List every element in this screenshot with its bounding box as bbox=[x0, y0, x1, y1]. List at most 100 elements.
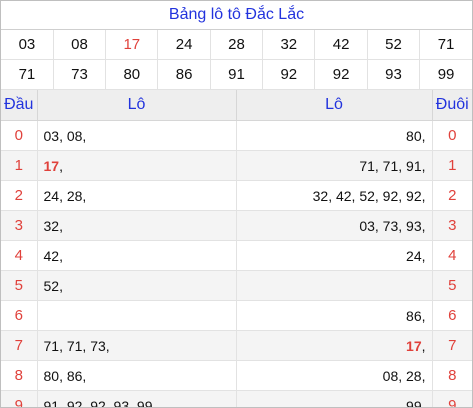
lo-right-values: 80, bbox=[406, 127, 426, 144]
duoi-digit: 1 bbox=[448, 157, 457, 174]
drawn-numbers-grid: 03 08 17 24 28 32 42 52 71 71 73 80 86 9… bbox=[1, 30, 472, 90]
lo-right-values: 08, 28, bbox=[382, 367, 426, 384]
number-cell: 86 bbox=[157, 59, 211, 90]
row-lo-left: 17, bbox=[37, 150, 237, 181]
row-lo-left: 71, 71, 73, bbox=[37, 330, 237, 361]
row-lo-left: 42, bbox=[37, 240, 237, 271]
dau-digit: 1 bbox=[14, 157, 23, 174]
dau-digit: 2 bbox=[14, 187, 23, 204]
row-lo-left: 03, 08, bbox=[37, 120, 237, 151]
number-cell: 32 bbox=[262, 30, 316, 60]
lo-left-values: , bbox=[59, 157, 63, 174]
header-duoi: Đuôi bbox=[432, 90, 472, 121]
number-cell: 42 bbox=[314, 30, 368, 60]
dau-digit: 7 bbox=[14, 337, 23, 354]
number-cell: 92 bbox=[262, 59, 316, 90]
duoi-digit: 3 bbox=[448, 217, 457, 234]
row-lo-right: 17, bbox=[236, 330, 433, 361]
duoi-digit: 6 bbox=[448, 307, 457, 324]
board-title: Bảng lô tô Đắc Lắc bbox=[1, 1, 472, 30]
row-duoi: 4 bbox=[432, 240, 472, 271]
number-cell: 93 bbox=[367, 59, 421, 90]
row-duoi: 7 bbox=[432, 330, 472, 361]
lo-table: Đầu Lô Lô Đuôi 0 03, 08, 80, 0 1 17, 71, 71, 9… bbox=[1, 90, 472, 408]
lo-right-values: , bbox=[421, 337, 426, 354]
lo-left-values: 42, bbox=[43, 247, 63, 264]
dau-digit: 4 bbox=[14, 247, 23, 264]
row-lo-right: 03, 73, 93, bbox=[236, 210, 433, 241]
numbers-row-2: 71 73 80 86 91 92 92 93 99 bbox=[1, 59, 472, 90]
lo-right-highlight: 17 bbox=[406, 337, 422, 354]
row-lo-right: 08, 28, bbox=[236, 360, 433, 391]
duoi-digit: 4 bbox=[448, 247, 457, 264]
numbers-row-1: 03 08 17 24 28 32 42 52 71 bbox=[1, 30, 472, 60]
row-duoi: 0 bbox=[432, 120, 472, 151]
row-lo-left: 80, 86, bbox=[37, 360, 237, 391]
row-dau: 3 bbox=[1, 210, 38, 241]
table-row: 7 71, 71, 73, 17, 7 bbox=[1, 330, 472, 361]
duoi-digit: 5 bbox=[448, 277, 457, 294]
lo-table-header: Đầu Lô Lô Đuôi bbox=[1, 90, 472, 121]
lo-right-values: 03, 73, 93, bbox=[359, 217, 426, 234]
number-cell: 91 bbox=[210, 59, 264, 90]
lo-right-values: 32, 42, 52, 92, 92, bbox=[312, 187, 426, 204]
number-cell: 03 bbox=[1, 30, 54, 60]
header-lo-right: Lô bbox=[236, 90, 433, 121]
number-cell: 73 bbox=[53, 59, 107, 90]
table-row: 0 03, 08, 80, 0 bbox=[1, 120, 472, 151]
number-cell: 08 bbox=[53, 30, 107, 60]
lo-right-values: 99, bbox=[406, 397, 426, 408]
number-cell: 92 bbox=[314, 59, 368, 90]
row-dau: 9 bbox=[1, 390, 38, 407]
number-cell: 99 bbox=[419, 59, 472, 90]
lo-left-values: 52, bbox=[43, 277, 63, 294]
lo-table-body: 0 03, 08, 80, 0 1 17, 71, 71, 91, 1 2 24, 28, 32, … bbox=[1, 120, 472, 408]
row-duoi: 3 bbox=[432, 210, 472, 241]
table-row: 5 52, 5 bbox=[1, 270, 472, 301]
row-duoi: 5 bbox=[432, 270, 472, 301]
row-lo-right: 71, 71, 91, bbox=[236, 150, 433, 181]
dau-digit: 0 bbox=[14, 127, 23, 144]
number-cell: 71 bbox=[1, 59, 54, 90]
row-lo-right: 86, bbox=[236, 300, 433, 331]
lo-right-values: 86, bbox=[406, 307, 426, 324]
row-duoi: 2 bbox=[432, 180, 472, 211]
row-dau: 4 bbox=[1, 240, 38, 271]
table-row: 1 17, 71, 71, 91, 1 bbox=[1, 150, 472, 181]
row-lo-left: 52, bbox=[37, 270, 237, 301]
row-lo-left: 91, 92, 92, 93, 99, bbox=[37, 390, 237, 408]
duoi-digit: 2 bbox=[448, 187, 457, 204]
table-row: 9 91, 92, 92, 93, 99, 99, 9 bbox=[1, 390, 472, 408]
table-row: 6 86, 6 bbox=[1, 300, 472, 331]
row-duoi: 1 bbox=[432, 150, 472, 181]
lo-left-values: 32, bbox=[43, 217, 63, 234]
row-duoi: 6 bbox=[432, 300, 472, 331]
number-cell: 71 bbox=[419, 30, 472, 60]
duoi-digit: 8 bbox=[448, 367, 457, 384]
duoi-digit: 9 bbox=[448, 397, 457, 408]
dau-digit: 3 bbox=[14, 217, 23, 234]
lo-left-values: 91, 92, 92, 93, 99, bbox=[43, 397, 157, 408]
row-dau: 2 bbox=[1, 180, 38, 211]
table-row: 8 80, 86, 08, 28, 8 bbox=[1, 360, 472, 391]
row-lo-left: 24, 28, bbox=[37, 180, 237, 211]
number-cell: 52 bbox=[367, 30, 421, 60]
duoi-digit: 7 bbox=[448, 337, 457, 354]
row-dau: 1 bbox=[1, 150, 38, 181]
row-lo-right: 24, bbox=[236, 240, 433, 271]
row-duoi: 8 bbox=[432, 360, 472, 391]
row-dau: 7 bbox=[1, 330, 38, 361]
lo-left-values: 24, 28, bbox=[43, 187, 87, 204]
dau-digit: 8 bbox=[14, 367, 23, 384]
table-row: 2 24, 28, 32, 42, 52, 92, 92, 2 bbox=[1, 180, 472, 211]
table-row: 3 32, 03, 73, 93, 3 bbox=[1, 210, 472, 241]
row-lo-left: 32, bbox=[37, 210, 237, 241]
duoi-digit: 0 bbox=[448, 127, 457, 144]
lo-left-values: 03, 08, bbox=[43, 127, 87, 144]
row-lo-right bbox=[236, 270, 433, 301]
row-dau: 0 bbox=[1, 120, 38, 151]
row-dau: 5 bbox=[1, 270, 38, 301]
row-dau: 8 bbox=[1, 360, 38, 391]
lo-right-values: 24, bbox=[406, 247, 426, 264]
